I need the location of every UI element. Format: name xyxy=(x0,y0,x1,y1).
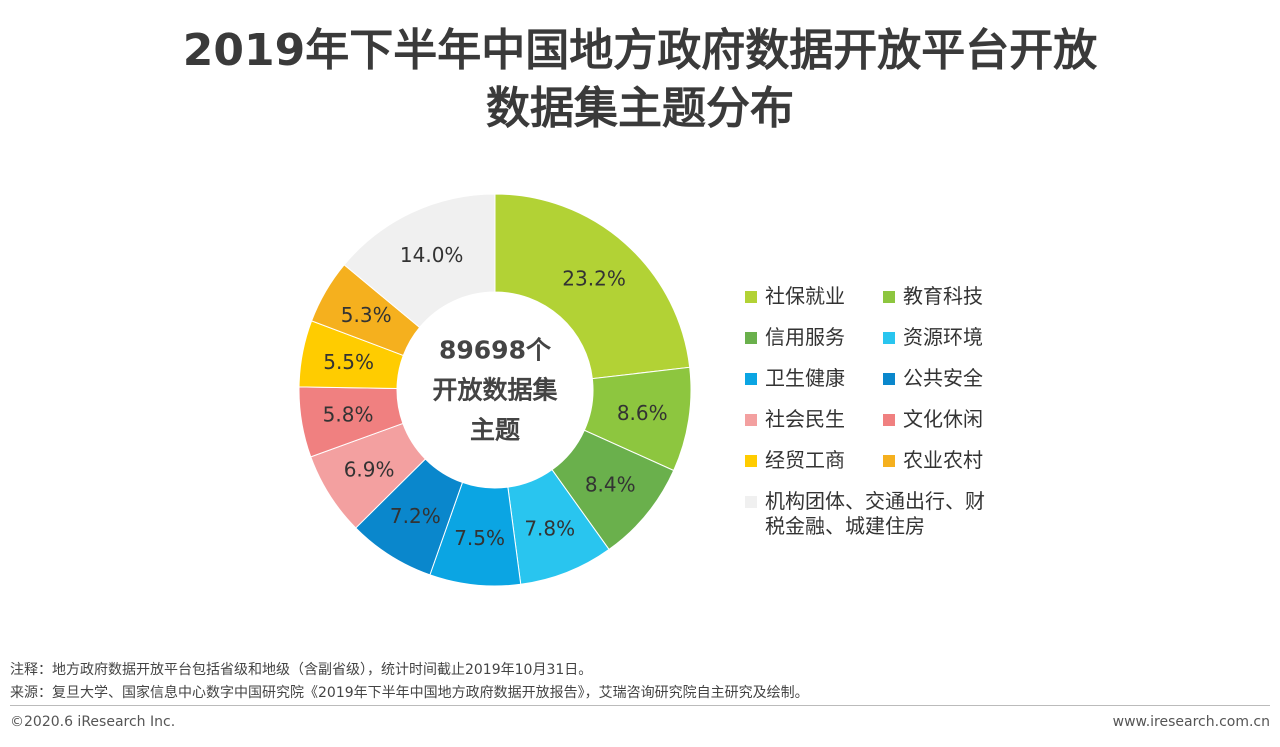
chart-title: 2019年下半年中国地方政府数据开放平台开放 数据集主题分布 xyxy=(0,22,1280,138)
legend-swatch xyxy=(883,332,895,344)
slice-data-label: 14.0% xyxy=(400,243,464,267)
slice-data-label: 5.5% xyxy=(323,350,374,374)
legend-swatch xyxy=(883,291,895,303)
legend-label: 经贸工商 xyxy=(765,448,845,472)
legend-label: 农业农村 xyxy=(903,448,983,472)
legend-item-culture: 文化休闲 xyxy=(883,407,1033,432)
slice-data-label: 5.8% xyxy=(323,403,374,427)
legend-label: 教育科技 xyxy=(903,284,983,308)
legend-swatch xyxy=(883,455,895,467)
donut-slice-10 xyxy=(343,193,496,329)
legend-label: 机构团体、交通出行、财税金融、城建住房 xyxy=(765,489,985,538)
slice-data-label: 23.2% xyxy=(562,267,626,291)
legend-label: 公共安全 xyxy=(903,366,983,390)
legend-swatch xyxy=(745,332,757,344)
legend-item-health: 卫生健康 xyxy=(745,366,883,391)
slice-data-label: 5.3% xyxy=(341,303,392,327)
legend-label: 文化休闲 xyxy=(903,407,983,431)
legend-label: 卫生健康 xyxy=(765,366,845,390)
legend-label: 社会民生 xyxy=(765,407,845,431)
slice-data-label: 7.5% xyxy=(454,526,505,550)
slice-data-label: 8.6% xyxy=(617,401,668,425)
legend-item-social-security: 社保就业 xyxy=(745,284,883,309)
slice-data-label: 8.4% xyxy=(585,472,636,496)
legend-item-other: 机构团体、交通出行、财税金融、城建住房 xyxy=(745,489,1033,539)
legend-label: 信用服务 xyxy=(765,325,845,349)
legend-label: 资源环境 xyxy=(903,325,983,349)
legend-swatch xyxy=(745,455,757,467)
legend-item-commerce: 经贸工商 xyxy=(745,448,883,473)
legend-item-resources: 资源环境 xyxy=(883,325,1033,350)
legend-item-credit: 信用服务 xyxy=(745,325,883,350)
chart-title-line-2: 数据集主题分布 xyxy=(486,83,794,134)
center-label-line: 开放数据集 xyxy=(432,376,558,405)
legend: 社保就业 教育科技 信用服务 资源环境 卫生健康 公共安全 社会民生 文化休闲 … xyxy=(745,284,1045,539)
legend-swatch xyxy=(745,414,757,426)
chart-note: 注释：地方政府数据开放平台包括省级和地级（含副省级），统计时间截止2019年10… xyxy=(10,662,593,678)
chart-title-line-1: 2019年下半年中国地方政府数据开放平台开放 xyxy=(182,25,1098,76)
legend-item-livelihood: 社会民生 xyxy=(745,407,883,432)
legend-item-education: 教育科技 xyxy=(883,284,1033,309)
legend-item-agriculture: 农业农村 xyxy=(883,448,1033,473)
center-label-line: 主题 xyxy=(470,416,520,445)
copyright: ©2020.6 iResearch Inc. xyxy=(10,714,176,730)
legend-swatch xyxy=(883,373,895,385)
center-label-line: 89698个 xyxy=(439,336,552,365)
legend-swatch xyxy=(745,373,757,385)
legend-swatch xyxy=(745,291,757,303)
slice-data-label: 7.8% xyxy=(524,517,575,541)
legend-label: 社保就业 xyxy=(765,284,845,308)
legend-item-public-safety: 公共安全 xyxy=(883,366,1033,391)
legend-swatch xyxy=(883,414,895,426)
donut-chart: 23.2% 8.6% 8.4% 7.8% 7.5% 7.2% 6.9% 5.8% 5.5% 5.3… xyxy=(298,193,692,587)
legend-swatch xyxy=(745,496,757,508)
website: www.iresearch.com.cn xyxy=(1112,714,1270,730)
slice-data-label: 6.9% xyxy=(344,458,395,482)
slice-data-label: 7.2% xyxy=(390,504,441,528)
chart-source: 来源：复旦大学、国家信息中心数字中国研究院《2019年下半年中国地方政府数据开放… xyxy=(10,685,809,701)
donut-slice-0 xyxy=(494,193,691,380)
footer-divider xyxy=(10,705,1270,706)
